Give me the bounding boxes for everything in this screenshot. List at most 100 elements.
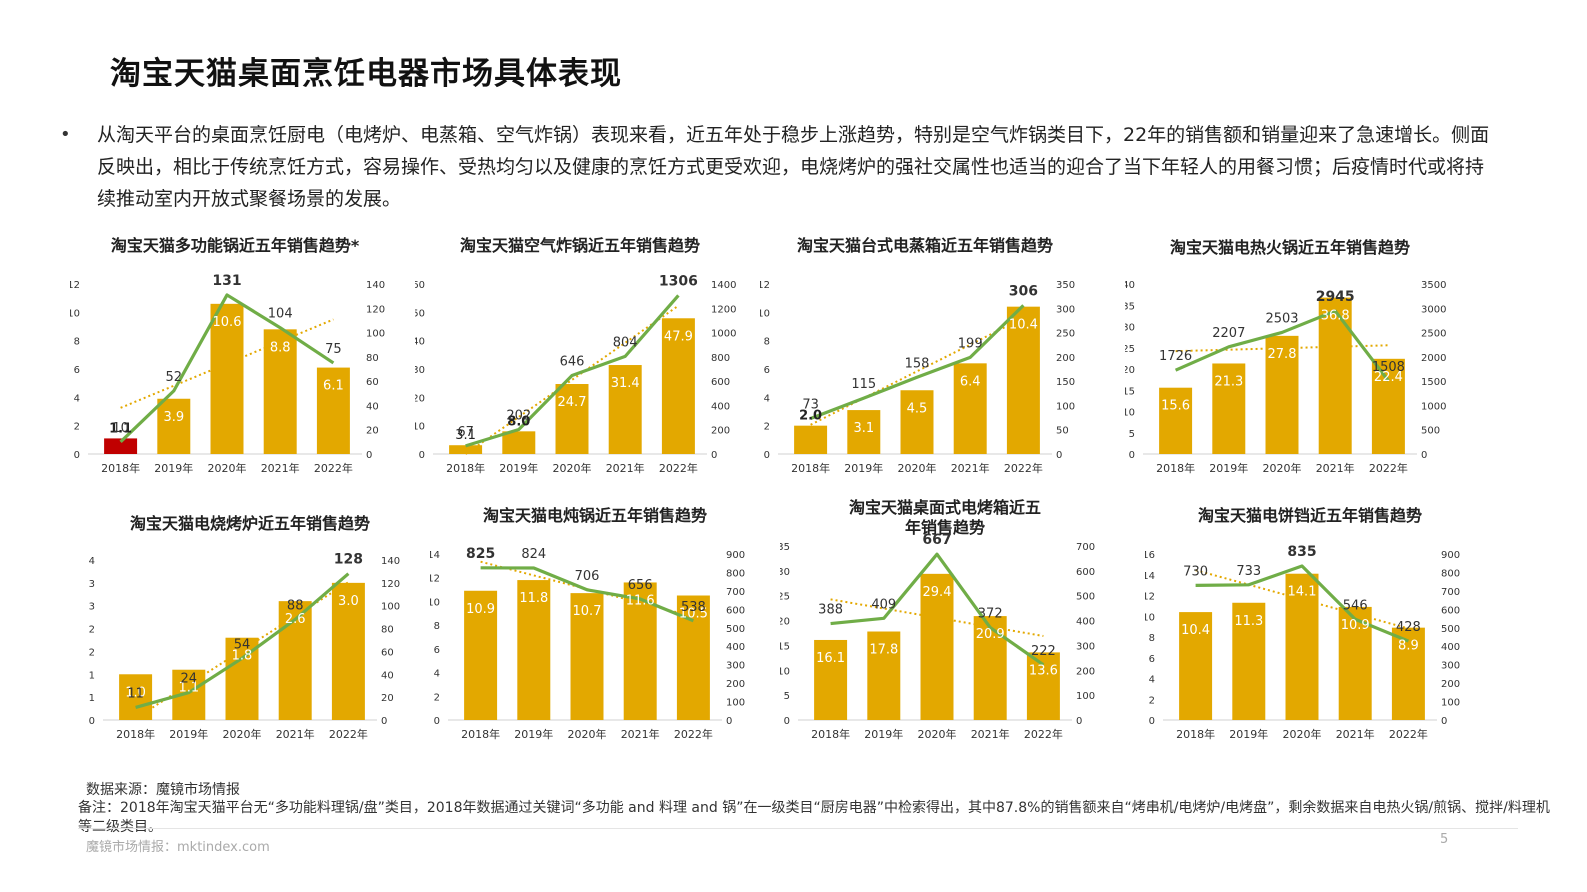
bar [210,303,244,454]
bar-value-label: 1.1 [109,421,132,436]
y-tick-right: 60 [366,377,379,388]
y-tick-left: 20 [415,393,425,404]
bar-value-label: 21.3 [1214,374,1243,389]
data-source: 数据来源：魔镜市场情报 [86,782,240,798]
y-tick-right: 0 [711,450,717,461]
x-tick-label: 2020年 [1283,727,1322,741]
line-value-label: 667 [922,532,951,548]
y-tick-left: 12 [760,280,770,291]
chart-title: 淘宝天猫电炖锅近五年销售趋势 [482,506,707,525]
line-value-label: 306 [1009,283,1038,299]
y-tick-left: 10 [415,422,425,433]
y-tick-right: 400 [1076,617,1095,628]
line-value-label: 804 [613,335,638,350]
sales-line [830,552,1045,667]
y-tick-right: 100 [366,329,385,340]
y-tick-left: 30 [780,567,790,578]
x-tick-label: 2020年 [918,727,957,741]
y-tick-right: 40 [366,401,379,412]
y-tick-right: 200 [1056,353,1075,364]
y-tick-left: 6 [764,365,770,376]
x-tick-label: 2022年 [314,461,353,475]
line-value-label: 733 [1236,564,1261,579]
line-value-label: 646 [560,355,585,370]
y-tick-left: 12 [1145,592,1155,603]
x-tick-label: 2019年 [169,727,208,741]
chart-steam-oven: 淘宝天猫台式电蒸箱近五年销售趋势 0 2 4 6 8 10 12 0 50 100 150 200 25… [760,234,1090,484]
y-tick-left: 0 [419,450,425,461]
bar-value-label: 2.0 [799,409,822,424]
y-tick-right: 200 [726,679,745,690]
bar [1232,602,1266,720]
bar-value-label: 11.8 [519,591,548,606]
bar-value-label: 20.9 [976,627,1005,642]
chart-desktop-oven: 淘宝天猫桌面式电烤箱近五年销售趋势 0 5 10 15 20 25 30 35 0 100 200 3… [780,496,1110,750]
x-tick-label: 2019年 [864,727,903,741]
bar-value-label: 10.4 [1181,623,1210,638]
line-value-label: 824 [521,547,546,562]
x-tick-label: 2022年 [659,461,698,475]
x-tick-label: 2018年 [461,727,500,741]
line-value-label: 825 [466,546,495,562]
y-tick-right: 40 [381,670,394,681]
y-tick-right: 500 [726,624,745,635]
y-tick-left: 3 [89,602,95,613]
chart-title: 淘宝天猫电饼铛近五年销售趋势 [1197,506,1422,525]
line-value-label: 2207 [1212,326,1245,341]
line-value-label: 199 [958,336,983,351]
line-value-label: 158 [905,356,930,371]
y-tick-right: 50 [1056,426,1069,437]
bar-value-label: 47.9 [664,329,693,344]
page-number: 5 [1440,832,1449,847]
bar [867,631,901,720]
bar [794,425,828,454]
y-tick-right: 300 [726,661,745,672]
x-tick-label: 2018年 [1176,727,1215,741]
line-value-label: 388 [818,603,843,618]
bar [1159,387,1193,454]
chart-title: 淘宝天猫桌面式电烤箱近五年销售趋势 [848,498,1041,537]
y-tick-right: 100 [1076,691,1095,702]
bar [920,573,954,720]
y-tick-right: 900 [1441,550,1460,561]
bar-value-label: 14.1 [1288,585,1317,600]
bar-value-label: 1.1 [178,681,199,696]
y-tick-right: 250 [1056,329,1075,340]
y-tick-left: 6 [74,365,80,376]
bar [1391,627,1425,720]
x-tick-label: 2022年 [1004,461,1043,475]
y-tick-left: 30 [1125,323,1135,334]
y-tick-left: 4 [764,393,770,404]
y-tick-left: 25 [780,592,790,603]
y-tick-left: 2 [89,647,95,658]
line-value-label: 67 [457,425,474,440]
line-value-label: 88 [287,598,304,613]
y-tick-left: 8 [434,621,440,632]
bar-value-label: 6.4 [960,374,981,389]
bar-value-label: 10.9 [1341,618,1370,633]
sales-line [810,304,1025,421]
y-tick-right: 350 [1056,280,1075,291]
y-tick-right: 120 [366,304,385,315]
chart-multifunction-pot: 淘宝天猫多功能锅近五年销售趋势* 0 2 4 6 8 10 12 0 20 40 60 80 100 12… [70,234,400,484]
y-tick-left: 0 [74,450,80,461]
bar [1265,335,1299,454]
line-value-label: 11 [127,686,144,701]
y-tick-left: 4 [434,669,440,680]
sales-line [1195,564,1410,643]
bar [608,365,642,454]
y-tick-left: 1 [89,693,95,704]
line-value-label: 1306 [659,273,698,289]
y-tick-right: 700 [726,587,745,598]
chart-title: 淘宝天猫空气炸锅近五年销售趋势 [459,236,700,255]
y-tick-left: 6 [1149,654,1155,665]
y-tick-left: 40 [1125,280,1135,291]
y-tick-right: 200 [1076,666,1095,677]
y-tick-right: 20 [381,693,394,704]
x-tick-label: 2022年 [1389,727,1428,741]
y-tick-right: 100 [1056,401,1075,412]
bar-value-label: 27.8 [1268,347,1297,362]
bar-value-label: 10.4 [1009,318,1038,333]
bar-value-label: 3.9 [163,410,184,425]
x-tick-label: 2021年 [951,461,990,475]
